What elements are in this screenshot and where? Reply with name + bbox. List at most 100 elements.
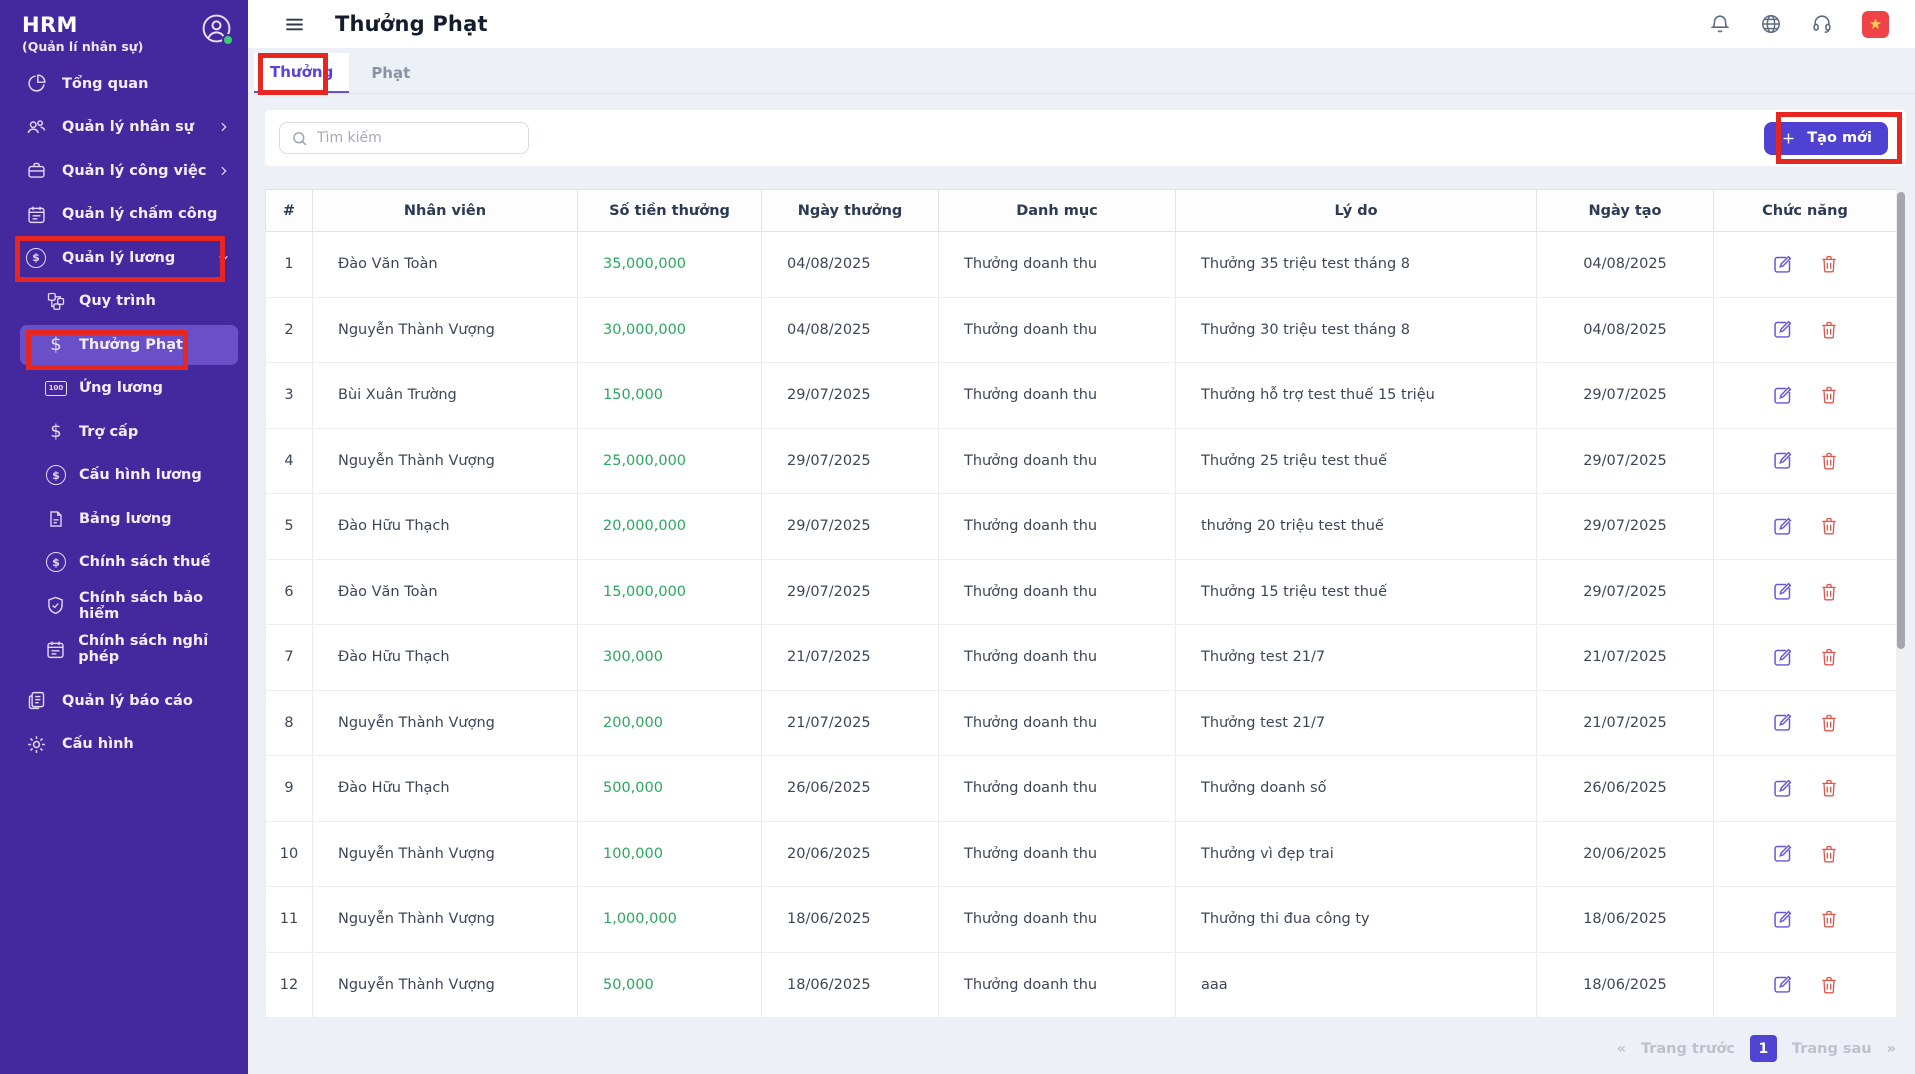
calendar-icon bbox=[25, 204, 47, 225]
cell-category: Thưởng doanh thu bbox=[938, 952, 1176, 1018]
create-button[interactable]: Tạo mới bbox=[1764, 121, 1888, 155]
sidebar-item-label: Tổng quan bbox=[62, 75, 149, 92]
edit-icon[interactable] bbox=[1772, 843, 1793, 864]
sidebar-item-tong-quan[interactable]: Tổng quan bbox=[0, 62, 248, 106]
headset-icon[interactable] bbox=[1811, 13, 1833, 35]
trash-icon[interactable] bbox=[1819, 647, 1839, 667]
search-box bbox=[279, 122, 529, 154]
table-row: 4 Nguyễn Thành Vượng 25,000,000 29/07/2025 T… bbox=[265, 428, 1897, 494]
sidebar-item-cau-hinh[interactable]: Cấu hình bbox=[0, 723, 248, 767]
cell-actions bbox=[1713, 952, 1897, 1018]
edit-icon[interactable] bbox=[1772, 385, 1793, 406]
cell-index: 2 bbox=[265, 297, 313, 363]
edit-icon[interactable] bbox=[1772, 516, 1793, 537]
trash-icon[interactable] bbox=[1819, 844, 1839, 864]
sidebar-item-label: Cấu hình lương bbox=[79, 467, 202, 484]
trash-icon[interactable] bbox=[1819, 975, 1839, 995]
cell-employee: Đào Văn Toàn bbox=[312, 231, 578, 298]
sidebar-item-quy-trinh[interactable]: Quy trình bbox=[0, 280, 248, 324]
create-button-label: Tạo mới bbox=[1807, 130, 1872, 146]
search-input[interactable] bbox=[317, 130, 517, 146]
cell-actions bbox=[1713, 428, 1897, 494]
trash-icon[interactable] bbox=[1819, 385, 1839, 405]
cell-category: Thưởng doanh thu bbox=[938, 362, 1176, 429]
cell-created_date: 29/07/2025 bbox=[1536, 559, 1714, 625]
sidebar-item-label: Quản lý lương bbox=[62, 249, 176, 266]
edit-icon[interactable] bbox=[1772, 319, 1793, 340]
vietnam-flag-icon[interactable]: ★ bbox=[1862, 10, 1889, 38]
sidebar-item-chinh-sach-bao-hiem[interactable]: Chính sách bảo hiểm bbox=[0, 584, 248, 628]
sidebar-item-chinh-sach-nghi-phep[interactable]: Chính sách nghỉ phép bbox=[0, 628, 248, 672]
sidebar-item-label: Ứng lương bbox=[79, 380, 163, 397]
cell-reason: Thưởng test 21/7 bbox=[1175, 690, 1537, 756]
sidebar-item-quan-ly-bao-cao[interactable]: Quản lý báo cáo bbox=[0, 679, 248, 723]
trash-icon[interactable] bbox=[1819, 516, 1839, 536]
cell-employee: Nguyễn Thành Vượng bbox=[312, 690, 578, 756]
sidebar-item-quan-ly-cham-cong[interactable]: Quản lý chấm công bbox=[0, 193, 248, 237]
table-scrollbar[interactable] bbox=[1896, 189, 1906, 1018]
pagination-prev[interactable]: Trang trước bbox=[1640, 1040, 1735, 1057]
table-row: 3 Bùi Xuân Trường 150,000 29/07/2025 Thưởng … bbox=[265, 362, 1897, 429]
table-row: 6 Đào Văn Toàn 15,000,000 29/07/2025 Thưởng … bbox=[265, 559, 1897, 625]
cell-created_date: 29/07/2025 bbox=[1536, 493, 1714, 560]
dollar-icon: $ bbox=[50, 420, 62, 442]
trash-icon[interactable] bbox=[1819, 254, 1839, 274]
trash-icon[interactable] bbox=[1819, 320, 1839, 340]
pagination-next-arrow[interactable]: » bbox=[1886, 1040, 1896, 1057]
sidebar-item-ung-luong[interactable]: 100 Ứng lương bbox=[0, 367, 248, 411]
pagination-prev-arrow[interactable]: « bbox=[1616, 1040, 1626, 1057]
sidebar-item-bang-luong[interactable]: Bảng lương bbox=[0, 497, 248, 541]
sidebar-item-quan-ly-luong[interactable]: $ Quản lý lương bbox=[0, 236, 248, 280]
cell-reason: thưởng 20 triệu test thuế bbox=[1175, 493, 1537, 560]
sidebar-item-label: Chính sách nghỉ phép bbox=[78, 633, 209, 666]
tab-thuong[interactable]: Thưởng bbox=[254, 53, 350, 93]
page-title: Thưởng Phạt bbox=[335, 12, 488, 36]
cell-category: Thưởng doanh thu bbox=[938, 624, 1176, 691]
column-header-so-tien-thuong: Số tiền thưởng bbox=[577, 189, 762, 232]
cell-category: Thưởng doanh thu bbox=[938, 297, 1176, 363]
scrollbar-thumb[interactable] bbox=[1897, 192, 1905, 649]
table-row: 2 Nguyễn Thành Vượng 30,000,000 04/08/2025 T… bbox=[265, 297, 1897, 363]
cell-reason: aaa bbox=[1175, 952, 1537, 1018]
sidebar-item-quan-ly-nhan-su[interactable]: Quản lý nhân sự bbox=[0, 106, 248, 150]
sidebar-item-label: Trợ cấp bbox=[79, 423, 139, 440]
bell-icon[interactable] bbox=[1709, 13, 1731, 35]
trash-icon[interactable] bbox=[1819, 451, 1839, 471]
sidebar-item-quan-ly-cong-viec[interactable]: Quản lý công việc bbox=[0, 149, 248, 193]
sidebar-item-tro-cap[interactable]: $ Trợ cấp bbox=[0, 410, 248, 454]
edit-icon[interactable] bbox=[1772, 778, 1793, 799]
globe-icon[interactable] bbox=[1760, 13, 1782, 35]
edit-icon[interactable] bbox=[1772, 450, 1793, 471]
trash-icon[interactable] bbox=[1819, 909, 1839, 929]
cell-amount: 1,000,000 bbox=[577, 886, 762, 953]
trash-icon[interactable] bbox=[1819, 582, 1839, 602]
edit-icon[interactable] bbox=[1772, 712, 1793, 733]
edit-icon[interactable] bbox=[1772, 647, 1793, 668]
cell-reason: Thưởng hỗ trợ test thuế 15 triệu bbox=[1175, 362, 1537, 429]
dollar-circle-icon: $ bbox=[45, 552, 67, 573]
banknote-icon: 100 bbox=[45, 380, 67, 396]
sidebar-item-thuong-phat[interactable]: $ Thưởng Phạt bbox=[20, 325, 238, 365]
edit-icon[interactable] bbox=[1772, 909, 1793, 930]
sidebar-item-cau-hinh-luong[interactable]: $ Cấu hình lương bbox=[0, 454, 248, 498]
edit-icon[interactable] bbox=[1772, 974, 1793, 995]
pagination-next[interactable]: Trang sau bbox=[1791, 1040, 1872, 1057]
pagination-current-page[interactable]: 1 bbox=[1749, 1035, 1777, 1062]
edit-icon[interactable] bbox=[1772, 581, 1793, 602]
trash-icon[interactable] bbox=[1819, 713, 1839, 733]
trash-icon[interactable] bbox=[1819, 778, 1839, 798]
cell-index: 3 bbox=[265, 362, 313, 429]
table-row: 12 Nguyễn Thành Vượng 50,000 18/06/2025 Thưở… bbox=[265, 952, 1897, 1018]
edit-icon[interactable] bbox=[1772, 254, 1793, 275]
sidebar-item-chinh-sach-thue[interactable]: $ Chính sách thuế bbox=[0, 541, 248, 585]
table-row: 9 Đào Hữu Thạch 500,000 26/06/2025 Thưởng do… bbox=[265, 755, 1897, 822]
cell-amount: 25,000,000 bbox=[577, 428, 762, 494]
menu-toggle-icon[interactable] bbox=[283, 13, 306, 36]
rewards-table: # Nhân viên Số tiền thưởng Ngày thưởng Danh … bbox=[265, 189, 1897, 1018]
column-header-danh-muc: Danh mục bbox=[938, 189, 1176, 232]
user-avatar-icon[interactable] bbox=[201, 13, 234, 46]
tab-phat[interactable]: Phạt bbox=[371, 64, 411, 82]
cell-employee: Nguyễn Thành Vượng bbox=[312, 821, 578, 887]
sidebar-item-label: Quản lý báo cáo bbox=[62, 692, 193, 709]
